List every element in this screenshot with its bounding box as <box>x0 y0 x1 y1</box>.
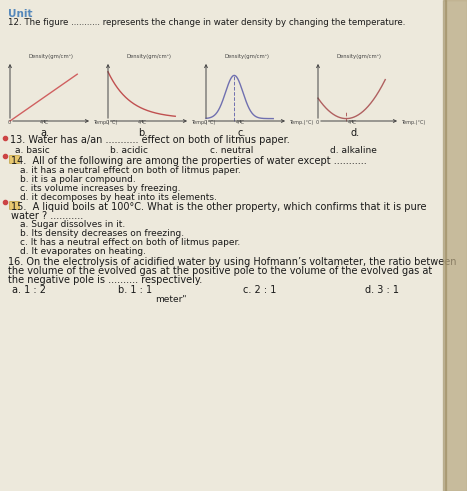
Text: Temp.(°C): Temp.(°C) <box>93 120 117 125</box>
Text: meter": meter" <box>155 295 186 304</box>
Text: the volume of the evolved gas at the positive pole to the volume of the evolved : the volume of the evolved gas at the pos… <box>8 266 432 276</box>
Text: 4°C: 4°C <box>40 120 49 125</box>
Text: b. Its density decreases on freezing.: b. Its density decreases on freezing. <box>20 229 184 238</box>
Text: d.: d. <box>350 128 360 138</box>
Text: c.: c. <box>238 128 246 138</box>
Text: 4°C: 4°C <box>236 120 245 125</box>
Text: d. alkaline: d. alkaline <box>330 146 377 155</box>
Text: the negative pole is .......... respectively.: the negative pole is .......... respecti… <box>8 275 202 285</box>
Text: 15.  A liquid boils at 100°C. What is the other property, which confirms that it: 15. A liquid boils at 100°C. What is the… <box>11 202 426 212</box>
Text: b. it is a polar compound.: b. it is a polar compound. <box>20 175 136 184</box>
Text: water ? ...........: water ? ........... <box>11 211 83 221</box>
Text: a. it has a neutral effect on both of litmus paper.: a. it has a neutral effect on both of li… <box>20 166 241 175</box>
Text: 12. The figure ........... represents the change in water density by changing th: 12. The figure ........... represents th… <box>8 18 405 27</box>
Text: d. 3 : 1: d. 3 : 1 <box>365 285 399 295</box>
Text: 0: 0 <box>7 120 11 125</box>
FancyBboxPatch shape <box>9 156 20 164</box>
Text: 16. On the electrolysis of acidified water by using Hofmann’s voltameter, the ra: 16. On the electrolysis of acidified wat… <box>8 257 457 267</box>
Text: c. 2 : 1: c. 2 : 1 <box>243 285 276 295</box>
Text: a.: a. <box>41 128 50 138</box>
Text: Density(gm/cm³): Density(gm/cm³) <box>28 54 73 59</box>
Text: b. acidic: b. acidic <box>110 146 148 155</box>
Text: Temp.(°C): Temp.(°C) <box>401 120 425 125</box>
Text: a. basic: a. basic <box>15 146 50 155</box>
Bar <box>443 0 446 491</box>
Text: d. it decomposes by heat into its elements.: d. it decomposes by heat into its elemen… <box>20 193 217 202</box>
Text: b. 1 : 1: b. 1 : 1 <box>118 285 152 295</box>
Text: 4°C: 4°C <box>138 120 147 125</box>
Text: d. It evaporates on heating.: d. It evaporates on heating. <box>20 247 146 256</box>
Text: Density(gm/cm³): Density(gm/cm³) <box>337 54 382 59</box>
Text: 0: 0 <box>106 120 108 125</box>
Text: c. It has a neutral effect on both of litmus paper.: c. It has a neutral effect on both of li… <box>20 238 240 247</box>
Text: 4°C: 4°C <box>348 120 357 125</box>
Text: a. 1 : 2: a. 1 : 2 <box>12 285 46 295</box>
Text: Temp.(°C): Temp.(°C) <box>289 120 313 125</box>
Text: c. its volume increases by freezing.: c. its volume increases by freezing. <box>20 184 181 193</box>
Text: Temp.(°C): Temp.(°C) <box>191 120 215 125</box>
Text: 0: 0 <box>315 120 318 125</box>
Bar <box>445 0 467 491</box>
Text: c. neutral: c. neutral <box>210 146 254 155</box>
Text: a. Sugar dissolves in it.: a. Sugar dissolves in it. <box>20 220 125 229</box>
Text: b.: b. <box>138 128 148 138</box>
Text: 0: 0 <box>204 120 206 125</box>
Text: 13. Water has a/an ........... effect on both of litmus paper.: 13. Water has a/an ........... effect on… <box>10 135 290 145</box>
Text: Unit: Unit <box>8 9 33 19</box>
Text: Density(gm/cm³): Density(gm/cm³) <box>225 54 269 59</box>
Text: Density(gm/cm³): Density(gm/cm³) <box>127 54 171 59</box>
FancyBboxPatch shape <box>9 201 20 210</box>
Text: 14.  All of the following are among the properties of water except ...........: 14. All of the following are among the p… <box>11 156 367 166</box>
